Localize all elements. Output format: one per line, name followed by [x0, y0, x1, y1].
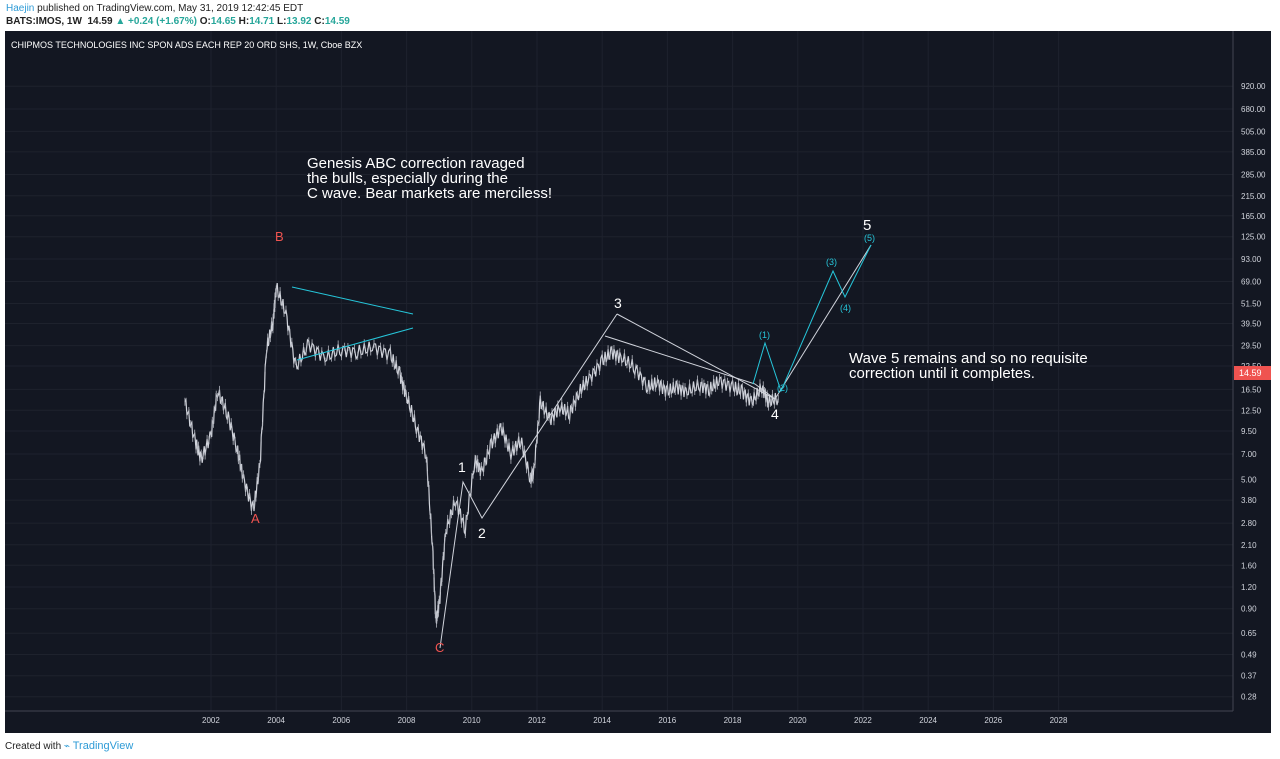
y-tick-label: 16.50 [1241, 385, 1262, 394]
chart-area[interactable]: B A C 1 2 3 4 5 (1) (2) (3) (4) (5) Gene… [5, 31, 1271, 733]
footer: Created with ⌁ TradingView [5, 740, 133, 752]
y-tick-label: 0.90 [1241, 605, 1257, 614]
time-axis[interactable]: 2002 2004 2006 2008 2010 2012 2014 2016 2018 2020… [5, 710, 1233, 725]
x-tick-label: 2028 [1050, 716, 1068, 725]
wave-label-1: 1 [458, 459, 466, 475]
wave-label-5: 5 [863, 217, 871, 234]
x-tick-label: 2004 [267, 716, 285, 725]
y-tick-label: 125.00 [1241, 233, 1266, 242]
subwave-label-4: (4) [840, 303, 851, 313]
author-link[interactable]: Haejin [6, 3, 35, 14]
y-tick-label: 920.00 [1241, 82, 1266, 91]
tradingview-link[interactable]: TradingView [72, 740, 134, 752]
publish-info: published on TradingView.com, May 31, 20… [37, 3, 304, 14]
low-label: L: [277, 16, 287, 27]
last-price-badge: 14.59 [1234, 366, 1271, 380]
subwave-label-3: (3) [826, 257, 837, 267]
y-tick-label: 29.50 [1241, 342, 1262, 351]
annotation-line: C wave. Bear markets are merciless! [307, 185, 552, 202]
x-tick-label: 2020 [789, 716, 807, 725]
high-value: 14.71 [249, 16, 275, 27]
close-value: 14.59 [324, 16, 350, 27]
price-line [184, 283, 779, 624]
price-value: 14.59 [87, 16, 113, 27]
y-tick-label: 0.37 [1241, 672, 1257, 681]
annotation-line: Wave 5 remains and so no requisite [849, 350, 1088, 367]
y-tick-label: 39.50 [1241, 320, 1262, 329]
y-tick-label: 1.60 [1241, 561, 1257, 570]
y-tick-label: 165.00 [1241, 212, 1266, 221]
tradingview-logo-icon: ⌁ [63, 741, 70, 752]
triangle-pattern [291, 286, 414, 361]
chart-title: CHIPMOS TECHNOLOGIES INC SPON ADS EACH R… [11, 40, 362, 50]
y-tick-label: 5.00 [1241, 475, 1257, 484]
symbol-label: BATS:IMOS, 1W [6, 16, 82, 27]
y-tick-label: 7.00 [1241, 450, 1257, 459]
y-tick-label: 505.00 [1241, 127, 1266, 136]
impulse-lines [439, 244, 872, 649]
x-tick-label: 2024 [919, 716, 937, 725]
low-value: 13.92 [286, 16, 312, 27]
subwave-lines [752, 244, 872, 393]
wave-label-b: B [275, 229, 284, 244]
x-tick-label: 2008 [398, 716, 416, 725]
y-tick-label: 51.50 [1241, 300, 1262, 309]
x-tick-label: 2016 [658, 716, 676, 725]
x-tick-label: 2018 [724, 716, 742, 725]
wave5-annotation: Wave 5 remains and so no requisite corre… [849, 350, 1088, 382]
chart-header: Haejin published on TradingView.com, May… [0, 0, 1280, 30]
y-tick-label: 93.00 [1241, 255, 1262, 264]
y-tick-label: 3.80 [1241, 496, 1257, 505]
wave-label-c: C [435, 640, 444, 655]
y-tick-label: 0.28 [1241, 693, 1257, 702]
subwave-label-5: (5) [864, 233, 875, 243]
wave4-triangle [604, 313, 776, 400]
annotation-line: Genesis ABC correction ravaged [307, 155, 525, 172]
y-tick-label: 0.65 [1241, 629, 1257, 638]
subwave-label-2: (2) [777, 383, 788, 393]
up-arrow-icon: ▲ [115, 16, 126, 27]
y-tick-label: 1.20 [1241, 583, 1257, 592]
x-tick-label: 2010 [463, 716, 481, 725]
y-tick-label: 2.80 [1241, 519, 1257, 528]
wave-label-2: 2 [478, 525, 486, 541]
x-tick-label: 2026 [984, 716, 1002, 725]
y-tick-label: 2.10 [1241, 541, 1257, 550]
annotation-line: correction until it completes. [849, 365, 1035, 382]
annotation-line: the bulls, especially during the [307, 170, 508, 187]
x-tick-label: 2002 [202, 716, 220, 725]
x-tick-label: 2006 [332, 716, 350, 725]
publish-line: Haejin published on TradingView.com, May… [6, 3, 303, 14]
y-tick-label: 385.00 [1241, 148, 1266, 157]
price-series [184, 283, 779, 628]
x-tick-label: 2022 [854, 716, 872, 725]
open-value: 14.65 [210, 16, 236, 27]
ohlc-line: BATS:IMOS, 1W 14.59 ▲ +0.24 (+1.67%) O:1… [6, 16, 350, 27]
price-axis[interactable]: 920.00 680.00 505.00 385.00 285.00 215.00 165.… [1232, 31, 1266, 711]
change-value: +0.24 (+1.67%) [128, 16, 197, 27]
y-tick-label: 285.00 [1241, 171, 1266, 180]
wave-label-3: 3 [614, 295, 622, 311]
y-tick-label: 69.00 [1241, 277, 1262, 286]
chart-grid [5, 31, 1233, 711]
price-chart[interactable]: B A C 1 2 3 4 5 (1) (2) (3) (4) (5) Gene… [5, 31, 1271, 733]
genesis-annotation: Genesis ABC correction ravaged the bulls… [307, 155, 552, 202]
x-tick-label: 2012 [528, 716, 546, 725]
subwave-label-1: (1) [759, 330, 770, 340]
y-tick-label: 12.50 [1241, 406, 1262, 415]
wave-label-4: 4 [771, 406, 779, 422]
wave-label-a: A [251, 511, 260, 526]
created-with-label: Created with [5, 741, 62, 752]
x-tick-label: 2014 [593, 716, 611, 725]
y-tick-label: 0.49 [1241, 651, 1257, 660]
y-tick-label: 680.00 [1241, 105, 1266, 114]
y-tick-label: 9.50 [1241, 427, 1257, 436]
high-label: H: [238, 16, 250, 27]
close-label: C: [314, 16, 325, 27]
last-price-value: 14.59 [1239, 368, 1262, 378]
y-tick-label: 215.00 [1241, 192, 1266, 201]
open-label: O: [199, 16, 211, 27]
